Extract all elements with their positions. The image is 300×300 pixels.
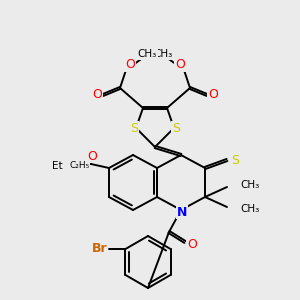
Text: O: O <box>92 88 102 101</box>
Text: CH₃: CH₃ <box>240 204 259 214</box>
Text: O: O <box>208 88 218 101</box>
Text: CH₃: CH₃ <box>138 49 157 59</box>
Text: Br: Br <box>92 242 107 256</box>
Text: O: O <box>175 58 185 71</box>
Text: C₂H₅: C₂H₅ <box>69 161 89 170</box>
Text: S: S <box>130 122 138 134</box>
Text: O: O <box>125 58 135 71</box>
Text: CH₃: CH₃ <box>153 49 172 59</box>
Text: S: S <box>231 154 239 166</box>
Text: CH₃: CH₃ <box>240 180 259 190</box>
Text: O: O <box>87 149 97 163</box>
Text: O: O <box>187 238 197 250</box>
Text: S: S <box>172 122 180 134</box>
Text: Et: Et <box>52 161 63 171</box>
Text: N: N <box>177 206 187 218</box>
